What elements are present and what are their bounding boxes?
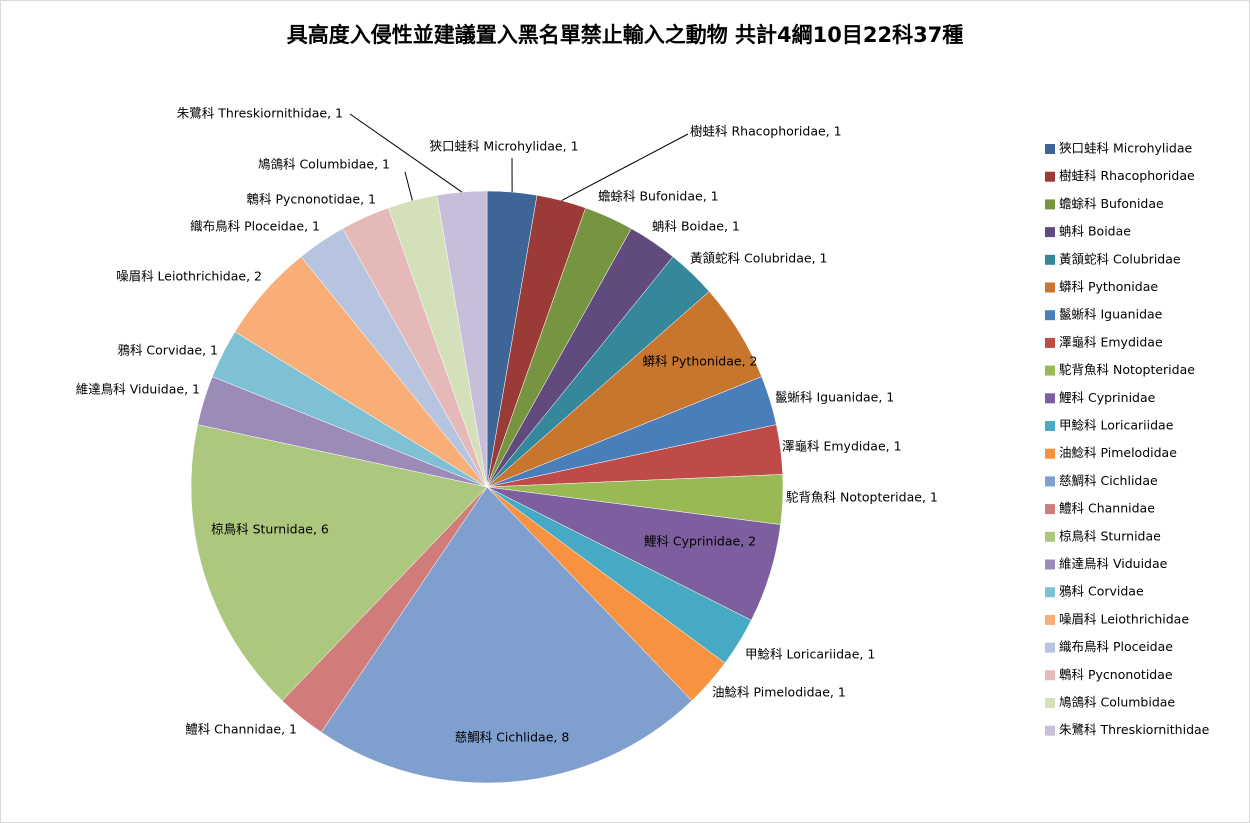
data-label: 鱧科 Channidae, 1 (185, 722, 297, 737)
legend-swatch (1045, 144, 1055, 154)
leader-line (404, 171, 413, 201)
data-label: 駝背魚科 Notopteridae, 1 (786, 490, 938, 505)
legend-swatch (1045, 476, 1055, 487)
legend-swatch (1045, 614, 1055, 625)
legend-label: 蚺科 Boidae (1059, 224, 1131, 239)
legend-label: 鬣蜥科 Iguanidae (1059, 307, 1163, 322)
pie-slice (320, 486, 693, 784)
legend-swatch (1045, 254, 1055, 265)
legend-label: 駝背魚科 Notopteridae (1059, 362, 1195, 377)
legend-label: 織布鳥科 Ploceidae (1059, 639, 1173, 654)
legend-label: 澤龜科 Emydidae (1059, 334, 1163, 349)
data-label: 鵯科 Pycnonotidae, 1 (247, 192, 376, 207)
legend-swatch (1045, 199, 1055, 210)
legend-swatch (1045, 282, 1055, 293)
legend-label: 鵯科 Pycnonotidae (1059, 667, 1173, 682)
legend-swatch (1045, 670, 1055, 681)
legend-swatch (1045, 698, 1055, 708)
legend-label: 鱧科 Channidae (1059, 501, 1155, 516)
data-label: 蟾蜍科 Bufonidae, 1 (598, 189, 719, 204)
legend-label: 蟒科 Pythonidae (1059, 279, 1158, 294)
leader-line (349, 113, 463, 193)
data-label: 蟒科 Pythonidae, 2 (643, 354, 758, 369)
data-label: 織布鳥科 Ploceidae, 1 (190, 219, 320, 234)
legend-label: 噪眉科 Leiothrichidae (1059, 611, 1189, 626)
legend-swatch (1045, 337, 1055, 348)
legend-swatch (1045, 559, 1055, 570)
legend-label: 鴉科 Corvidae (1059, 584, 1144, 599)
data-label: 甲鯰科 Loricariidae, 1 (745, 647, 875, 662)
legend-swatch (1045, 448, 1055, 459)
legend-label: 蟾蜍科 Bufonidae (1059, 196, 1164, 211)
data-label: 鴉科 Corvidae, 1 (117, 343, 218, 358)
data-label: 澤龜科 Emydidae, 1 (782, 439, 902, 454)
legend-label: 鯉科 Cyprinidae (1059, 390, 1156, 405)
pie-slice (436, 190, 488, 488)
chart-title: 具高度入侵性並建議置入黑名單禁止輸入之動物 共計4綱10目22科37種 (287, 23, 964, 47)
legend-swatch (1045, 393, 1055, 404)
data-label: 狹口蛙科 Microhylidae, 1 (429, 139, 578, 154)
data-label: 油鯰科 Pimelodidae, 1 (712, 685, 846, 700)
legend-swatch (1045, 421, 1055, 431)
legend-label: 慈鯛科 Cichlidae (1059, 473, 1158, 488)
data-label: 朱鷺科 Threskiornithidae, 1 (177, 106, 343, 121)
data-label: 噪眉科 Leiothrichidae, 2 (116, 269, 262, 284)
data-label: 鳩鴿科 Columbidae, 1 (258, 157, 390, 172)
legend-label: 狹口蛙科 Microhylidae (1059, 141, 1192, 156)
legend-swatch (1045, 642, 1055, 653)
legend-label: 樹蛙科 Rhacophoridae (1059, 168, 1195, 183)
legend-swatch (1045, 365, 1055, 376)
legend-label: 油鯰科 Pimelodidae (1059, 445, 1177, 460)
data-label: 樹蛙科 Rhacophoridae, 1 (690, 124, 842, 139)
legend-swatch (1045, 310, 1055, 321)
legend-swatch (1045, 725, 1055, 736)
data-label: 黃頷蛇科 Colubridae, 1 (690, 251, 827, 266)
legend-label: 椋鳥科 Sturnidae (1059, 528, 1161, 543)
data-label: 慈鯛科 Cichlidae, 8 (455, 730, 570, 745)
legend-swatch (1045, 587, 1055, 598)
data-label: 蚺科 Boidae, 1 (652, 219, 740, 234)
legend-label: 維達鳥科 Viduidae (1059, 556, 1168, 571)
data-label: 椋鳥科 Sturnidae, 6 (211, 522, 329, 537)
legend-swatch (1045, 171, 1055, 182)
legend-swatch (1045, 531, 1055, 542)
legend-swatch (1045, 504, 1055, 515)
pie-slice (190, 424, 488, 702)
leader-line (561, 133, 689, 201)
data-label: 鯉科 Cyprinidae, 2 (644, 534, 756, 549)
legend-label: 朱鷺科 Threskiornithidae (1059, 722, 1210, 737)
legend-swatch (1045, 227, 1055, 238)
data-label: 維達鳥科 Viduidae, 1 (76, 382, 200, 397)
legend-label: 鳩鴿科 Columbidae (1059, 695, 1175, 710)
legend-label: 甲鯰科 Loricariidae (1059, 418, 1174, 433)
legend-label: 黃頷蛇科 Colubridae (1059, 251, 1181, 266)
data-label: 鬣蜥科 Iguanidae, 1 (775, 390, 894, 405)
